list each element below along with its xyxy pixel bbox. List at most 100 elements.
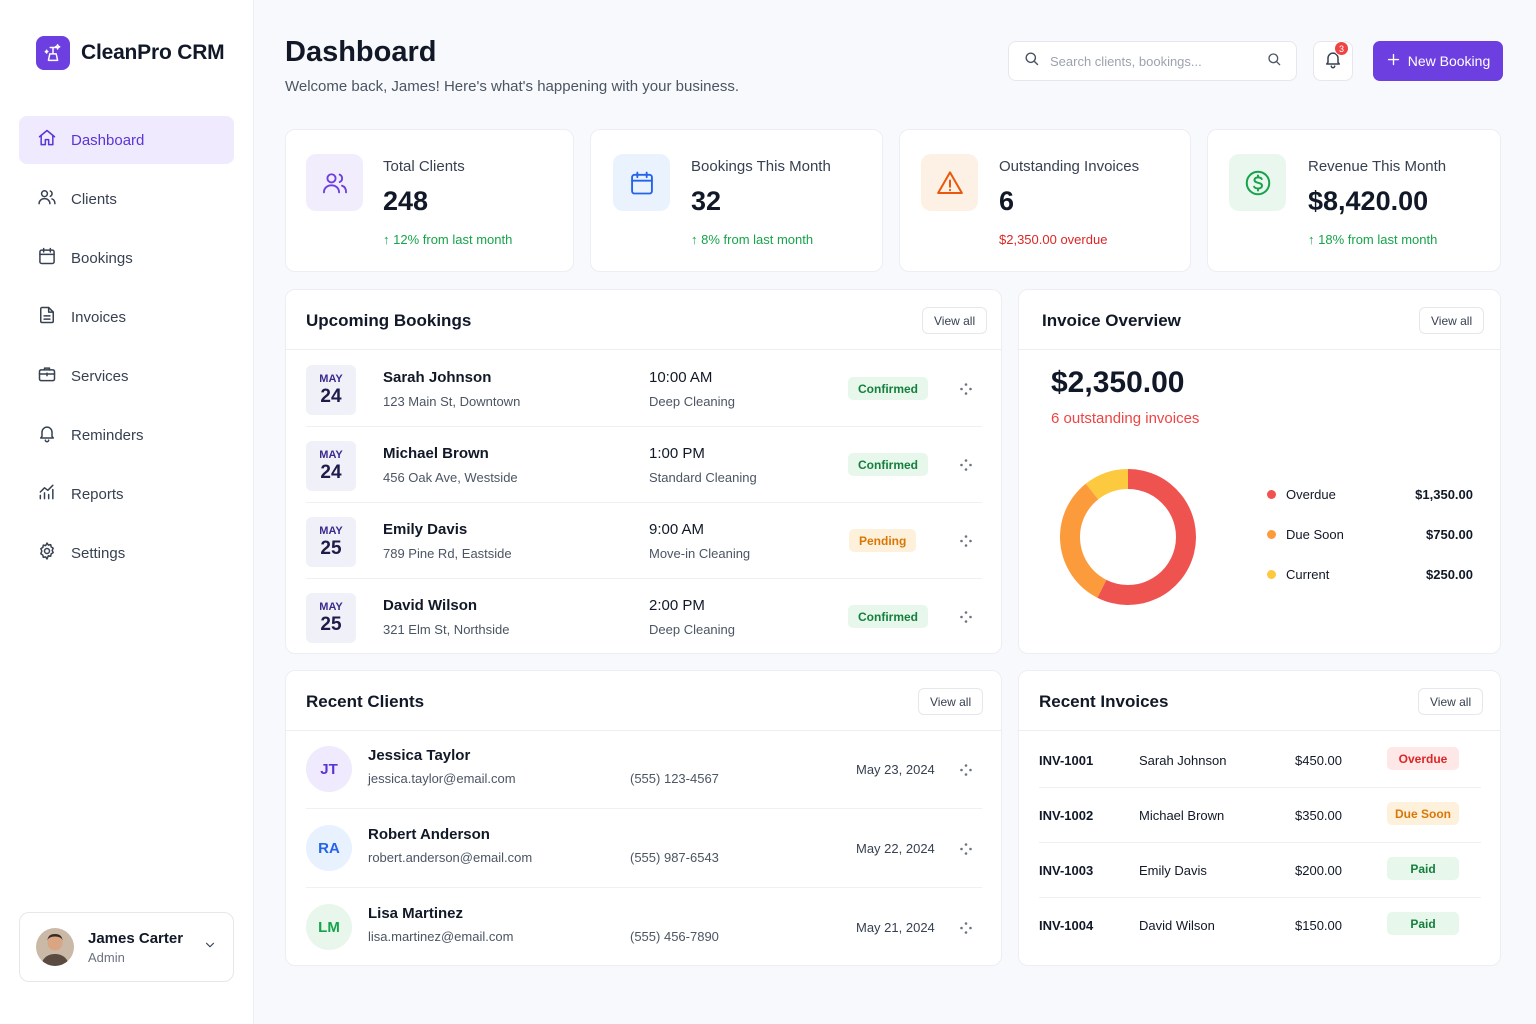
sidebar-item-label: Services bbox=[71, 367, 129, 385]
table-row[interactable]: INV-1002 Michael Brown $350.00 Due Soon bbox=[1039, 788, 1481, 843]
more-icon[interactable] bbox=[956, 531, 976, 551]
client-name: Emily Davis bbox=[383, 521, 468, 538]
booking-service: Deep Cleaning bbox=[649, 394, 736, 409]
stat-value: 32 bbox=[691, 186, 722, 216]
sidebar-item-invoices[interactable]: Invoices bbox=[19, 293, 234, 341]
legend-item-overdue: Overdue $1,350.00 bbox=[1267, 484, 1473, 504]
client-name: Lisa Martinez bbox=[368, 905, 464, 922]
brand[interactable]: CleanPro CRM bbox=[36, 36, 225, 70]
invoice-client: David Wilson bbox=[1139, 918, 1215, 933]
notifications-button[interactable]: 3 bbox=[1313, 41, 1353, 81]
sidebar-item-clients[interactable]: Clients bbox=[19, 175, 234, 223]
search-box bbox=[1008, 41, 1297, 81]
sidebar-item-reminders[interactable]: Reminders bbox=[19, 411, 234, 459]
sidebar-item-services[interactable]: Services bbox=[19, 352, 234, 400]
sidebar-item-label: Settings bbox=[71, 544, 126, 562]
outstanding-count: 6 outstanding invoices bbox=[1051, 410, 1200, 427]
dollar-icon bbox=[1229, 154, 1286, 211]
table-row[interactable]: INV-1004 David Wilson $150.00 Paid bbox=[1039, 898, 1481, 953]
booking-time: 10:00 AM bbox=[649, 369, 713, 386]
more-icon[interactable] bbox=[956, 760, 976, 780]
recent-invoices-card: Recent Invoices View all INV-1001 Sarah … bbox=[1018, 670, 1501, 966]
client-name: David Wilson bbox=[383, 597, 478, 614]
status-badge: Overdue bbox=[1387, 747, 1459, 770]
chevron-down-icon[interactable] bbox=[203, 938, 217, 957]
stat-delta: ↑ 12% from last month bbox=[383, 232, 513, 247]
more-icon[interactable] bbox=[956, 839, 976, 859]
sidebar-item-settings[interactable]: Settings bbox=[19, 529, 234, 577]
client-email: lisa.martinez@email.com bbox=[368, 929, 514, 944]
view-all-bookings-button[interactable]: View all bbox=[922, 307, 988, 334]
table-row[interactable]: INV-1003 Emily Davis $200.00 Paid bbox=[1039, 843, 1481, 898]
list-item[interactable]: JT Jessica Taylor jessica.taylor@email.c… bbox=[306, 730, 982, 809]
search-input[interactable] bbox=[1050, 53, 1256, 69]
stat-card-revenue[interactable]: Revenue This Month $8,420.00 ↑ 18% from … bbox=[1207, 129, 1501, 272]
table-row[interactable]: INV-1001 Sarah Johnson $450.00 Overdue bbox=[1039, 733, 1481, 788]
booking-time: 1:00 PM bbox=[649, 445, 705, 462]
logo-icon bbox=[36, 36, 70, 70]
booking-row[interactable]: MAY 24 Sarah Johnson 123 Main St, Downtow… bbox=[306, 351, 982, 427]
list-item[interactable]: LM Lisa Martinez lisa.martinez@email.com… bbox=[306, 888, 982, 967]
more-icon[interactable] bbox=[956, 918, 976, 938]
client-name: Sarah Johnson bbox=[383, 369, 492, 386]
user-menu[interactable]: James Carter Admin bbox=[19, 912, 234, 982]
client-phone: (555) 123-4567 bbox=[630, 771, 719, 786]
legend-item-current: Current $250.00 bbox=[1267, 564, 1473, 584]
date-badge: MAY 25 bbox=[306, 517, 356, 567]
client-name: Robert Anderson bbox=[368, 826, 490, 843]
avatar: RA bbox=[306, 825, 352, 871]
booking-row[interactable]: MAY 25 Emily Davis 789 Pine Rd, Eastside … bbox=[306, 503, 982, 579]
card-title: Upcoming Bookings bbox=[306, 311, 472, 330]
invoice-id: INV-1001 bbox=[1039, 753, 1094, 768]
bell-icon bbox=[37, 423, 57, 447]
booking-time: 2:00 PM bbox=[649, 597, 705, 614]
stat-delta: ↑ 8% from last month bbox=[691, 232, 814, 247]
client-address: 321 Elm St, Northside bbox=[383, 622, 510, 637]
invoice-amount: $150.00 bbox=[1295, 918, 1342, 933]
card-title: Recent Clients bbox=[306, 692, 425, 711]
status-badge: Pending bbox=[849, 529, 917, 552]
sidebar-item-label: Clients bbox=[71, 190, 117, 208]
sidebar-item-reports[interactable]: Reports bbox=[19, 470, 234, 518]
invoice-client: Emily Davis bbox=[1139, 863, 1207, 878]
avatar: JT bbox=[306, 746, 352, 792]
more-icon[interactable] bbox=[956, 455, 976, 475]
view-all-invoice-overview-button[interactable]: View all bbox=[1419, 307, 1485, 334]
client-email: jessica.taylor@email.com bbox=[368, 771, 516, 786]
sidebar: CleanPro CRM Dashboard Clients Bookings … bbox=[0, 0, 254, 1024]
home-icon bbox=[37, 128, 57, 152]
new-booking-button[interactable]: New Booking bbox=[1373, 41, 1503, 81]
page-subtitle: Welcome back, James! Here's what's happe… bbox=[285, 78, 739, 95]
sidebar-item-dashboard[interactable]: Dashboard bbox=[19, 116, 234, 164]
booking-row[interactable]: MAY 24 Michael Brown 456 Oak Ave, Westsid… bbox=[306, 427, 982, 503]
warning-icon bbox=[921, 154, 978, 211]
status-badge: Confirmed bbox=[848, 377, 928, 400]
client-address: 456 Oak Ave, Westside bbox=[383, 470, 518, 485]
more-icon[interactable] bbox=[956, 379, 976, 399]
stat-card-total-clients[interactable]: Total Clients 248 ↑ 12% from last month bbox=[285, 129, 574, 272]
client-address: 123 Main St, Downtown bbox=[383, 394, 521, 409]
view-all-clients-button[interactable]: View all bbox=[918, 688, 984, 715]
card-title: Recent Invoices bbox=[1039, 692, 1169, 711]
client-phone: (555) 987-6543 bbox=[630, 850, 719, 865]
sidebar-item-label: Reminders bbox=[71, 426, 144, 444]
sidebar-nav: Dashboard Clients Bookings Invoices Serv… bbox=[19, 116, 234, 588]
stat-card-outstanding-invoices[interactable]: Outstanding Invoices 6 $2,350.00 overdue bbox=[899, 129, 1191, 272]
booking-row[interactable]: MAY 25 David Wilson 321 Elm St, Northside… bbox=[306, 579, 982, 655]
booking-service: Move-in Cleaning bbox=[649, 546, 751, 561]
invoice-id: INV-1004 bbox=[1039, 918, 1094, 933]
notification-badge: 3 bbox=[1334, 41, 1349, 56]
chart-icon bbox=[37, 482, 57, 506]
invoice-amount: $450.00 bbox=[1295, 753, 1342, 768]
brand-name: CleanPro CRM bbox=[81, 41, 225, 64]
invoice-overview-card: Invoice Overview View all $2,350.00 6 ou… bbox=[1018, 289, 1501, 654]
arrow-up-icon: ↑ bbox=[1308, 232, 1319, 247]
invoice-id: INV-1003 bbox=[1039, 863, 1094, 878]
more-icon[interactable] bbox=[956, 607, 976, 627]
list-item[interactable]: RA Robert Anderson robert.anderson@email… bbox=[306, 809, 982, 888]
view-all-invoices-button[interactable]: View all bbox=[1418, 688, 1484, 715]
stat-card-bookings[interactable]: Bookings This Month 32 ↑ 8% from last mo… bbox=[590, 129, 883, 272]
search-submit-icon[interactable] bbox=[1266, 51, 1282, 72]
sidebar-item-bookings[interactable]: Bookings bbox=[19, 234, 234, 282]
status-badge: Due Soon bbox=[1387, 802, 1459, 825]
